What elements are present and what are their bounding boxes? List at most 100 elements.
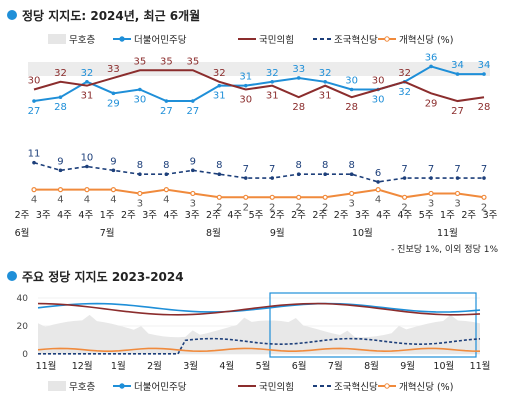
mini-ref-line	[37, 347, 481, 353]
data-label-2-10: 8	[296, 160, 302, 171]
week-label-22: 3주	[483, 210, 498, 221]
data-label-1-2: 31	[81, 91, 94, 102]
point-reb-17	[482, 176, 486, 180]
data-label-1-7: 32	[213, 68, 226, 79]
legend-swatch-none	[48, 381, 66, 391]
week-label-4: 1주	[100, 210, 115, 221]
data-label-2-11: 8	[322, 160, 328, 171]
week-label-6: 3주	[142, 210, 157, 221]
data-label-0-2: 32	[81, 68, 94, 79]
month-label-9월: 9월	[270, 227, 285, 239]
point-dem-3	[111, 91, 116, 96]
series-line-2	[33, 161, 484, 183]
point-ref-1	[57, 187, 64, 193]
data-label-1-16: 27	[451, 106, 464, 117]
mini-month-1: 12월	[72, 360, 93, 372]
legend-label-1: 더불어민주당	[134, 35, 187, 46]
data-label-0-17: 34	[478, 60, 491, 71]
series-line-0	[33, 65, 484, 103]
data-label-0-9: 32	[266, 68, 279, 79]
data-label-3-11: 2	[322, 202, 328, 213]
chart1-title: 정당 지지도: 2024년, 최근 6개월	[22, 8, 200, 23]
point-ref-12	[349, 190, 355, 197]
mini-month-11: 10월	[433, 360, 454, 372]
data-label-3-16: 3	[454, 198, 460, 209]
ytick-40: 40	[17, 294, 29, 304]
mini-month-2: 1월	[111, 360, 126, 372]
series-line-3	[34, 188, 485, 199]
point-ref-0	[31, 187, 37, 193]
week-label-10: 4주	[227, 210, 242, 221]
recent-highlight-box	[269, 292, 477, 358]
point-dem-4	[138, 87, 142, 92]
data-label-3-0: 4	[31, 195, 37, 206]
data-label-3-8: 2	[243, 202, 249, 213]
week-label-9: 2주	[206, 210, 221, 221]
point-dem-1	[58, 95, 63, 99]
data-label-1-17: 28	[478, 102, 491, 113]
data-label-0-1: 28	[54, 102, 67, 113]
data-label-1-5: 35	[160, 56, 173, 67]
data-label-1-11: 31	[319, 91, 332, 102]
legend-marker-1	[119, 36, 125, 42]
none-area	[38, 314, 480, 354]
legend-marker-4	[384, 36, 390, 42]
title-bullet-icon	[7, 10, 17, 20]
point-ref-16	[454, 190, 461, 197]
point-dem-5	[164, 99, 169, 103]
data-label-1-13: 30	[372, 76, 385, 87]
chart2-title: 주요 정당 지지도 2023-2024	[22, 269, 184, 284]
legend-label-3: 조국혁신당	[334, 382, 378, 393]
data-label-3-12: 3	[348, 198, 354, 209]
data-label-2-15: 7	[428, 164, 434, 175]
data-label-0-3: 29	[107, 98, 120, 109]
legend-label-2: 국민의힘	[259, 35, 294, 46]
week-label-8: 3주	[185, 210, 200, 221]
mini-month-3: 2월	[147, 360, 162, 372]
legend-label-1: 더불어민주당	[134, 382, 187, 393]
point-dem-2	[85, 80, 89, 84]
data-label-3-10: 2	[296, 202, 302, 213]
data-label-1-10: 28	[292, 102, 305, 113]
point-reb-6	[191, 168, 195, 173]
data-label-1-15: 29	[425, 98, 438, 109]
data-label-0-5: 27	[160, 106, 173, 117]
data-label-3-7: 2	[216, 202, 222, 213]
month-label-10월: 10월	[352, 227, 373, 239]
data-label-0-4: 30	[134, 95, 147, 106]
data-label-2-12: 8	[348, 160, 354, 171]
week-label-18: 4주	[398, 210, 413, 221]
legend-label-4: 개혁신당 (%)	[399, 35, 453, 46]
point-ref-3	[110, 187, 117, 193]
chart1-footnote: - 진보당 1%, 이외 정당 1%	[391, 243, 498, 255]
data-label-2-3: 9	[110, 156, 116, 167]
month-label-8월: 8월	[206, 227, 221, 239]
month-label-6월: 6월	[15, 227, 30, 239]
week-label-2: 4주	[57, 210, 72, 221]
mini-month-7: 6월	[292, 360, 307, 372]
week-label-13: 2주	[291, 210, 306, 221]
data-label-2-16: 7	[454, 164, 460, 175]
none-band	[28, 62, 490, 76]
legend-label-2: 국민의힘	[259, 382, 294, 393]
point-ref-17	[481, 194, 487, 200]
data-label-0-15: 36	[425, 52, 438, 63]
point-ref-11	[322, 194, 328, 200]
point-dem-10	[296, 76, 301, 80]
point-ref-7	[216, 194, 222, 200]
month-label-7월: 7월	[100, 227, 115, 239]
mini-reb-line	[38, 337, 481, 355]
data-label-0-11: 32	[319, 68, 332, 79]
point-reb-5	[164, 172, 169, 176]
point-ref-10	[296, 194, 302, 200]
week-label-7: 4주	[164, 210, 179, 221]
point-reb-9	[270, 176, 275, 180]
point-dem-9	[270, 80, 275, 84]
mini-ppp-line	[37, 302, 481, 316]
data-label-2-7: 8	[216, 160, 222, 171]
legend-label-0: 무호층	[69, 382, 95, 393]
week-label-15: 2주	[334, 210, 349, 221]
week-label-14: 2주	[312, 210, 327, 221]
point-reb-1	[58, 168, 63, 173]
